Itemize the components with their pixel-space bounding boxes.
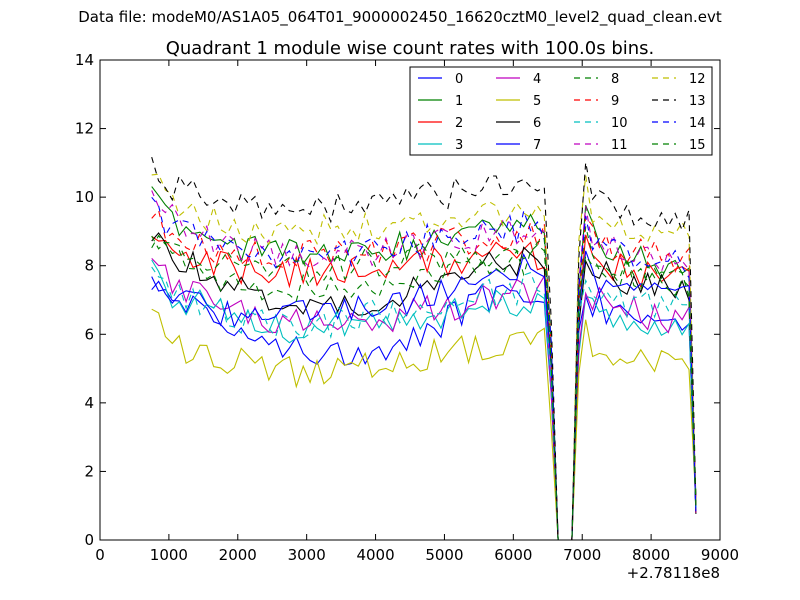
series-line-5: [151, 308, 697, 541]
legend-label: 14: [689, 116, 706, 131]
x-tick-label: 5000: [425, 546, 463, 564]
legend-label: 8: [611, 72, 619, 87]
legend-label: 1: [455, 94, 463, 109]
legend-label: 5: [533, 94, 541, 109]
legend-label: 11: [611, 138, 628, 153]
legend-label: 2: [455, 116, 463, 131]
x-tick-labels: 0 1000 2000 3000 4000 5000 6000 7000 8000 9000: [95, 546, 739, 564]
legend-label: 12: [689, 72, 706, 87]
y-tick-label: 2: [84, 462, 94, 480]
y-tick-label: 0: [84, 531, 94, 549]
y-tick-label: 12: [75, 120, 94, 138]
y-tick-label: 4: [84, 394, 94, 412]
x-tick-label: 9000: [701, 546, 739, 564]
series-line-6: [151, 232, 697, 541]
series-line-3: [151, 259, 697, 541]
series-line-13: [151, 156, 697, 541]
y-tick-label: 8: [84, 257, 94, 275]
y-tick-label: 14: [75, 51, 94, 69]
x-offset-label: +2.78118e8: [627, 564, 720, 582]
axes-frame: [99, 59, 721, 541]
series-line-11: [151, 190, 697, 541]
legend-box: [409, 66, 713, 156]
x-tick-label: 3000: [288, 546, 326, 564]
x-tick-label: 1000: [150, 546, 188, 564]
x-tick-label: 7000: [563, 546, 601, 564]
y-tick-label: 6: [84, 325, 94, 343]
series-line-14: [151, 196, 697, 541]
axis-ticks: [99, 59, 721, 541]
legend-label: 10: [611, 116, 628, 131]
y-tick-label: 10: [75, 188, 94, 206]
figure-suptitle: Data file: modeM0/AS1A05_064T01_90000024…: [78, 8, 722, 26]
legend-label: 13: [689, 94, 706, 109]
series-line-8: [151, 226, 697, 541]
series-line-12: [151, 173, 697, 541]
chart-title: Quadrant 1 module wise count rates with …: [166, 38, 655, 59]
legend-label: 3: [455, 138, 463, 153]
legend-label: 0: [455, 72, 463, 87]
plot-lines: [151, 156, 697, 541]
x-tick-label: 8000: [632, 546, 670, 564]
x-tick-label: 0: [95, 546, 105, 564]
legend-label: 7: [533, 138, 541, 153]
legend-label: 6: [533, 116, 541, 131]
x-tick-label: 6000: [494, 546, 532, 564]
legend-label: 15: [689, 138, 706, 153]
legend-label: 9: [611, 94, 619, 109]
x-tick-label: 2000: [219, 546, 257, 564]
series-line-4: [151, 258, 697, 541]
legend-label: 4: [533, 72, 541, 87]
series-line-15: [151, 235, 697, 541]
series-line-7: [151, 250, 697, 541]
y-tick-labels: 0 2 4 6 8 10 12 14: [75, 51, 94, 549]
x-tick-label: 4000: [356, 546, 394, 564]
series-line-0: [151, 276, 697, 541]
